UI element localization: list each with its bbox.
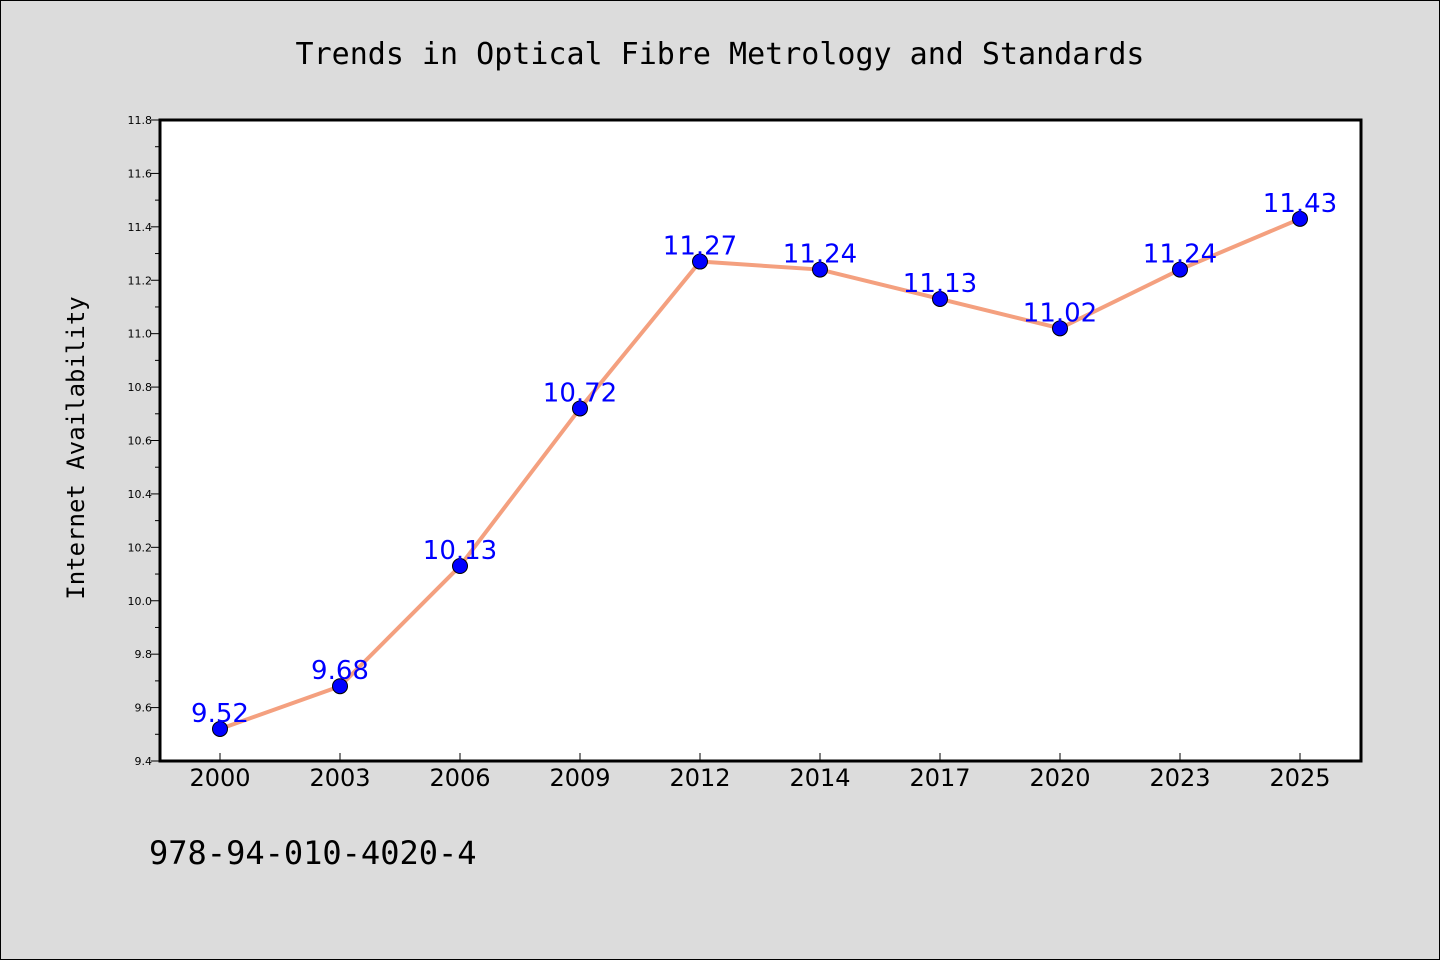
data-label: 11.43 xyxy=(1263,189,1337,219)
data-point-marker xyxy=(1052,320,1068,337)
data-labels-group: 9.52 9.68 10.13 10.72 11.27 11.24 11.13 11.02 11… xyxy=(191,189,1337,729)
x-tick-label: 2025 xyxy=(1269,764,1330,792)
data-point-marker xyxy=(812,261,828,278)
y-tick-label: 10.6 xyxy=(128,435,153,448)
y-tick-label: 11.8 xyxy=(128,114,153,127)
chart-title: Trends in Optical Fibre Metrology and St… xyxy=(296,37,1145,72)
data-point-marker xyxy=(572,400,588,417)
x-tick-label: 2003 xyxy=(309,764,370,792)
data-label: 11.24 xyxy=(783,240,857,270)
y-tick-label: 11.2 xyxy=(128,274,153,287)
x-tick-label: 2017 xyxy=(909,764,970,792)
footer-identifier: 978-94-010-4020-4 xyxy=(149,834,477,872)
data-point-marker xyxy=(1292,210,1308,227)
x-tick-label: 2020 xyxy=(1029,764,1090,792)
y-tick-label: 9.6 xyxy=(135,702,153,715)
data-point-marker xyxy=(212,720,228,737)
data-point-marker xyxy=(332,678,348,695)
y-tick-label: 10.8 xyxy=(128,381,153,394)
series-line xyxy=(218,216,1302,731)
data-label: 11.24 xyxy=(1143,240,1217,270)
x-tick-label: 2023 xyxy=(1149,764,1210,792)
x-tick-label: 2012 xyxy=(669,764,730,792)
data-point-marker xyxy=(692,253,708,270)
data-label: 9.52 xyxy=(191,699,249,729)
x-tick-label: 2000 xyxy=(189,764,250,792)
plot-area xyxy=(158,118,1363,763)
data-label: 10.72 xyxy=(543,378,617,408)
x-axis: 2000 2003 2006 2009 2012 2014 2017 2020 2023 2025 xyxy=(189,753,1331,792)
y-tick-label: 10.0 xyxy=(128,595,153,608)
x-tick-label: 2014 xyxy=(789,764,850,792)
series-group xyxy=(218,216,1302,731)
data-label: 10.13 xyxy=(423,536,497,566)
y-tick-label: 10.4 xyxy=(128,488,153,501)
y-tick-label: 11.4 xyxy=(128,221,153,234)
y-axis-label: Internet Availability xyxy=(62,296,90,599)
data-point-marker xyxy=(1172,261,1188,278)
y-tick-label: 10.2 xyxy=(128,541,153,554)
data-label: 11.02 xyxy=(1023,298,1097,328)
y-tick-label: 9.8 xyxy=(135,648,153,661)
y-axis: 9.4 9.6 9.8 10.0 10.2 10.4 10.6 10.8 11.0 11.2 11.… xyxy=(128,114,160,768)
y-tick-label: 11.0 xyxy=(128,328,153,341)
y-tick-label: 11.6 xyxy=(128,167,153,180)
x-tick-label: 2006 xyxy=(429,764,490,792)
data-point-marker xyxy=(452,558,468,575)
x-tick-label: 2009 xyxy=(549,764,610,792)
y-tick-label: 9.4 xyxy=(135,755,153,768)
data-label: 11.13 xyxy=(903,269,977,299)
markers-group xyxy=(212,210,1308,737)
data-label: 11.27 xyxy=(663,232,737,262)
data-label: 9.68 xyxy=(311,656,369,686)
data-point-marker xyxy=(932,290,948,307)
